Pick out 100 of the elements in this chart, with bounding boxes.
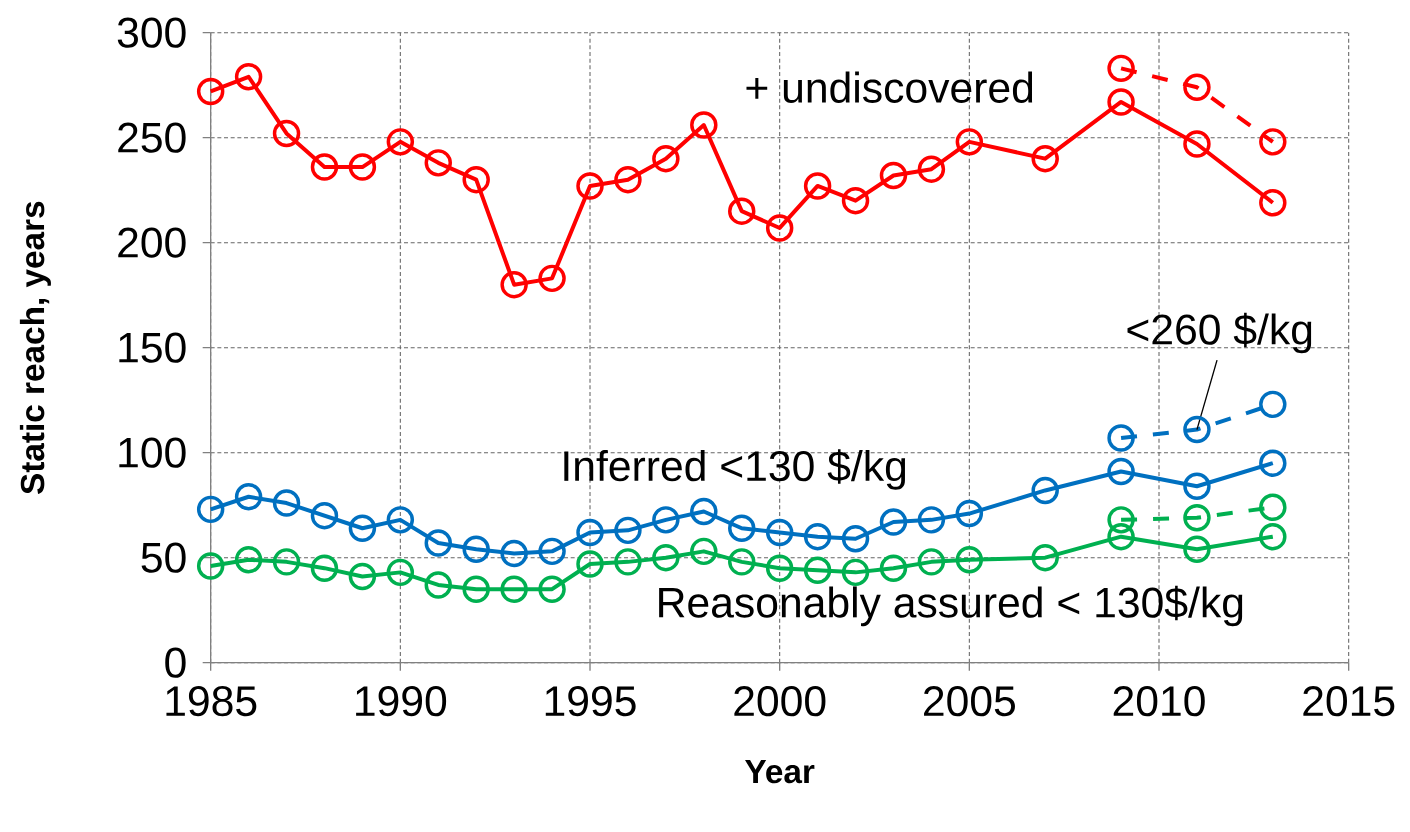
point xyxy=(917,155,946,183)
point xyxy=(1031,543,1059,572)
point xyxy=(1107,424,1135,452)
point xyxy=(690,537,718,566)
point xyxy=(1107,88,1135,116)
point xyxy=(841,558,870,587)
point xyxy=(1107,457,1135,486)
point xyxy=(1259,189,1287,217)
point xyxy=(272,119,301,148)
point xyxy=(1259,522,1287,551)
point xyxy=(386,128,415,156)
series-label: + undiscovered xyxy=(746,71,1033,103)
series-label: <260 $/kg xyxy=(1127,312,1312,354)
legend-label: Reasonably assured < 130$/kg xyxy=(659,585,1243,627)
point xyxy=(462,575,490,603)
point xyxy=(310,153,339,181)
point xyxy=(272,489,301,517)
point xyxy=(196,77,225,106)
point xyxy=(614,548,642,576)
point xyxy=(917,506,946,534)
point xyxy=(614,516,642,545)
point xyxy=(1183,415,1211,444)
point xyxy=(424,571,453,599)
point xyxy=(310,501,339,530)
point xyxy=(652,506,680,534)
point xyxy=(1031,476,1059,505)
point xyxy=(500,270,528,299)
point xyxy=(576,550,604,578)
x-tick-label: 2015 xyxy=(1303,686,1395,717)
point xyxy=(462,165,490,194)
x-tick-label: 2005 xyxy=(924,686,1015,717)
y-tick-label: 150 xyxy=(119,332,186,363)
point xyxy=(348,153,377,181)
point xyxy=(1183,130,1211,158)
y-tick-label: 50 xyxy=(141,542,186,573)
point xyxy=(1107,522,1135,551)
point xyxy=(234,63,263,91)
point xyxy=(1183,535,1211,563)
x-tick-label: 1990 xyxy=(356,686,447,717)
point xyxy=(652,144,680,173)
point xyxy=(234,546,263,574)
point xyxy=(1183,73,1211,101)
point xyxy=(1183,504,1211,532)
y-tick-label: 300 xyxy=(117,17,186,48)
y-axis-title: Static reach, years xyxy=(19,201,51,495)
point xyxy=(348,562,377,591)
y-tick-label: 250 xyxy=(118,122,186,153)
point xyxy=(500,575,528,603)
point xyxy=(424,149,453,177)
point xyxy=(803,556,832,584)
point xyxy=(690,111,718,139)
point xyxy=(690,497,718,526)
point xyxy=(196,495,225,524)
point xyxy=(538,575,566,603)
point xyxy=(1259,493,1287,521)
point xyxy=(272,548,301,576)
point xyxy=(955,128,984,156)
x-tick-label: 1985 xyxy=(166,686,257,717)
point xyxy=(879,161,908,190)
point xyxy=(196,552,225,580)
point xyxy=(652,543,680,572)
point xyxy=(803,172,832,200)
point xyxy=(1259,449,1287,477)
point xyxy=(765,518,794,547)
point xyxy=(1183,472,1211,500)
point xyxy=(1259,390,1287,419)
point xyxy=(879,554,908,582)
point xyxy=(614,165,642,194)
point xyxy=(879,508,908,536)
point xyxy=(1107,54,1135,83)
series-label: Inferred <130 $/kg xyxy=(564,449,906,490)
y-tick-label: 100 xyxy=(119,437,186,468)
point xyxy=(386,558,415,587)
point xyxy=(576,172,604,200)
x-axis-title: Year xyxy=(745,760,815,784)
x-tick-label: 2000 xyxy=(734,686,826,717)
point xyxy=(348,514,377,542)
point xyxy=(310,554,339,582)
point xyxy=(1031,144,1059,173)
point xyxy=(386,506,415,534)
point xyxy=(1259,128,1287,156)
point xyxy=(841,525,870,553)
point xyxy=(462,535,490,563)
point xyxy=(803,522,832,551)
point xyxy=(765,554,794,582)
point xyxy=(728,514,756,542)
point xyxy=(728,548,756,576)
point xyxy=(538,264,566,293)
point xyxy=(424,529,453,557)
point xyxy=(576,518,604,547)
x-tick-label: 2010 xyxy=(1113,686,1205,717)
point xyxy=(728,197,756,225)
point xyxy=(841,186,870,215)
point xyxy=(538,537,566,566)
point xyxy=(955,499,984,528)
point xyxy=(765,214,794,242)
y-tick-label: 200 xyxy=(118,227,186,258)
point xyxy=(500,539,528,568)
point xyxy=(1107,506,1135,534)
point xyxy=(234,483,263,511)
